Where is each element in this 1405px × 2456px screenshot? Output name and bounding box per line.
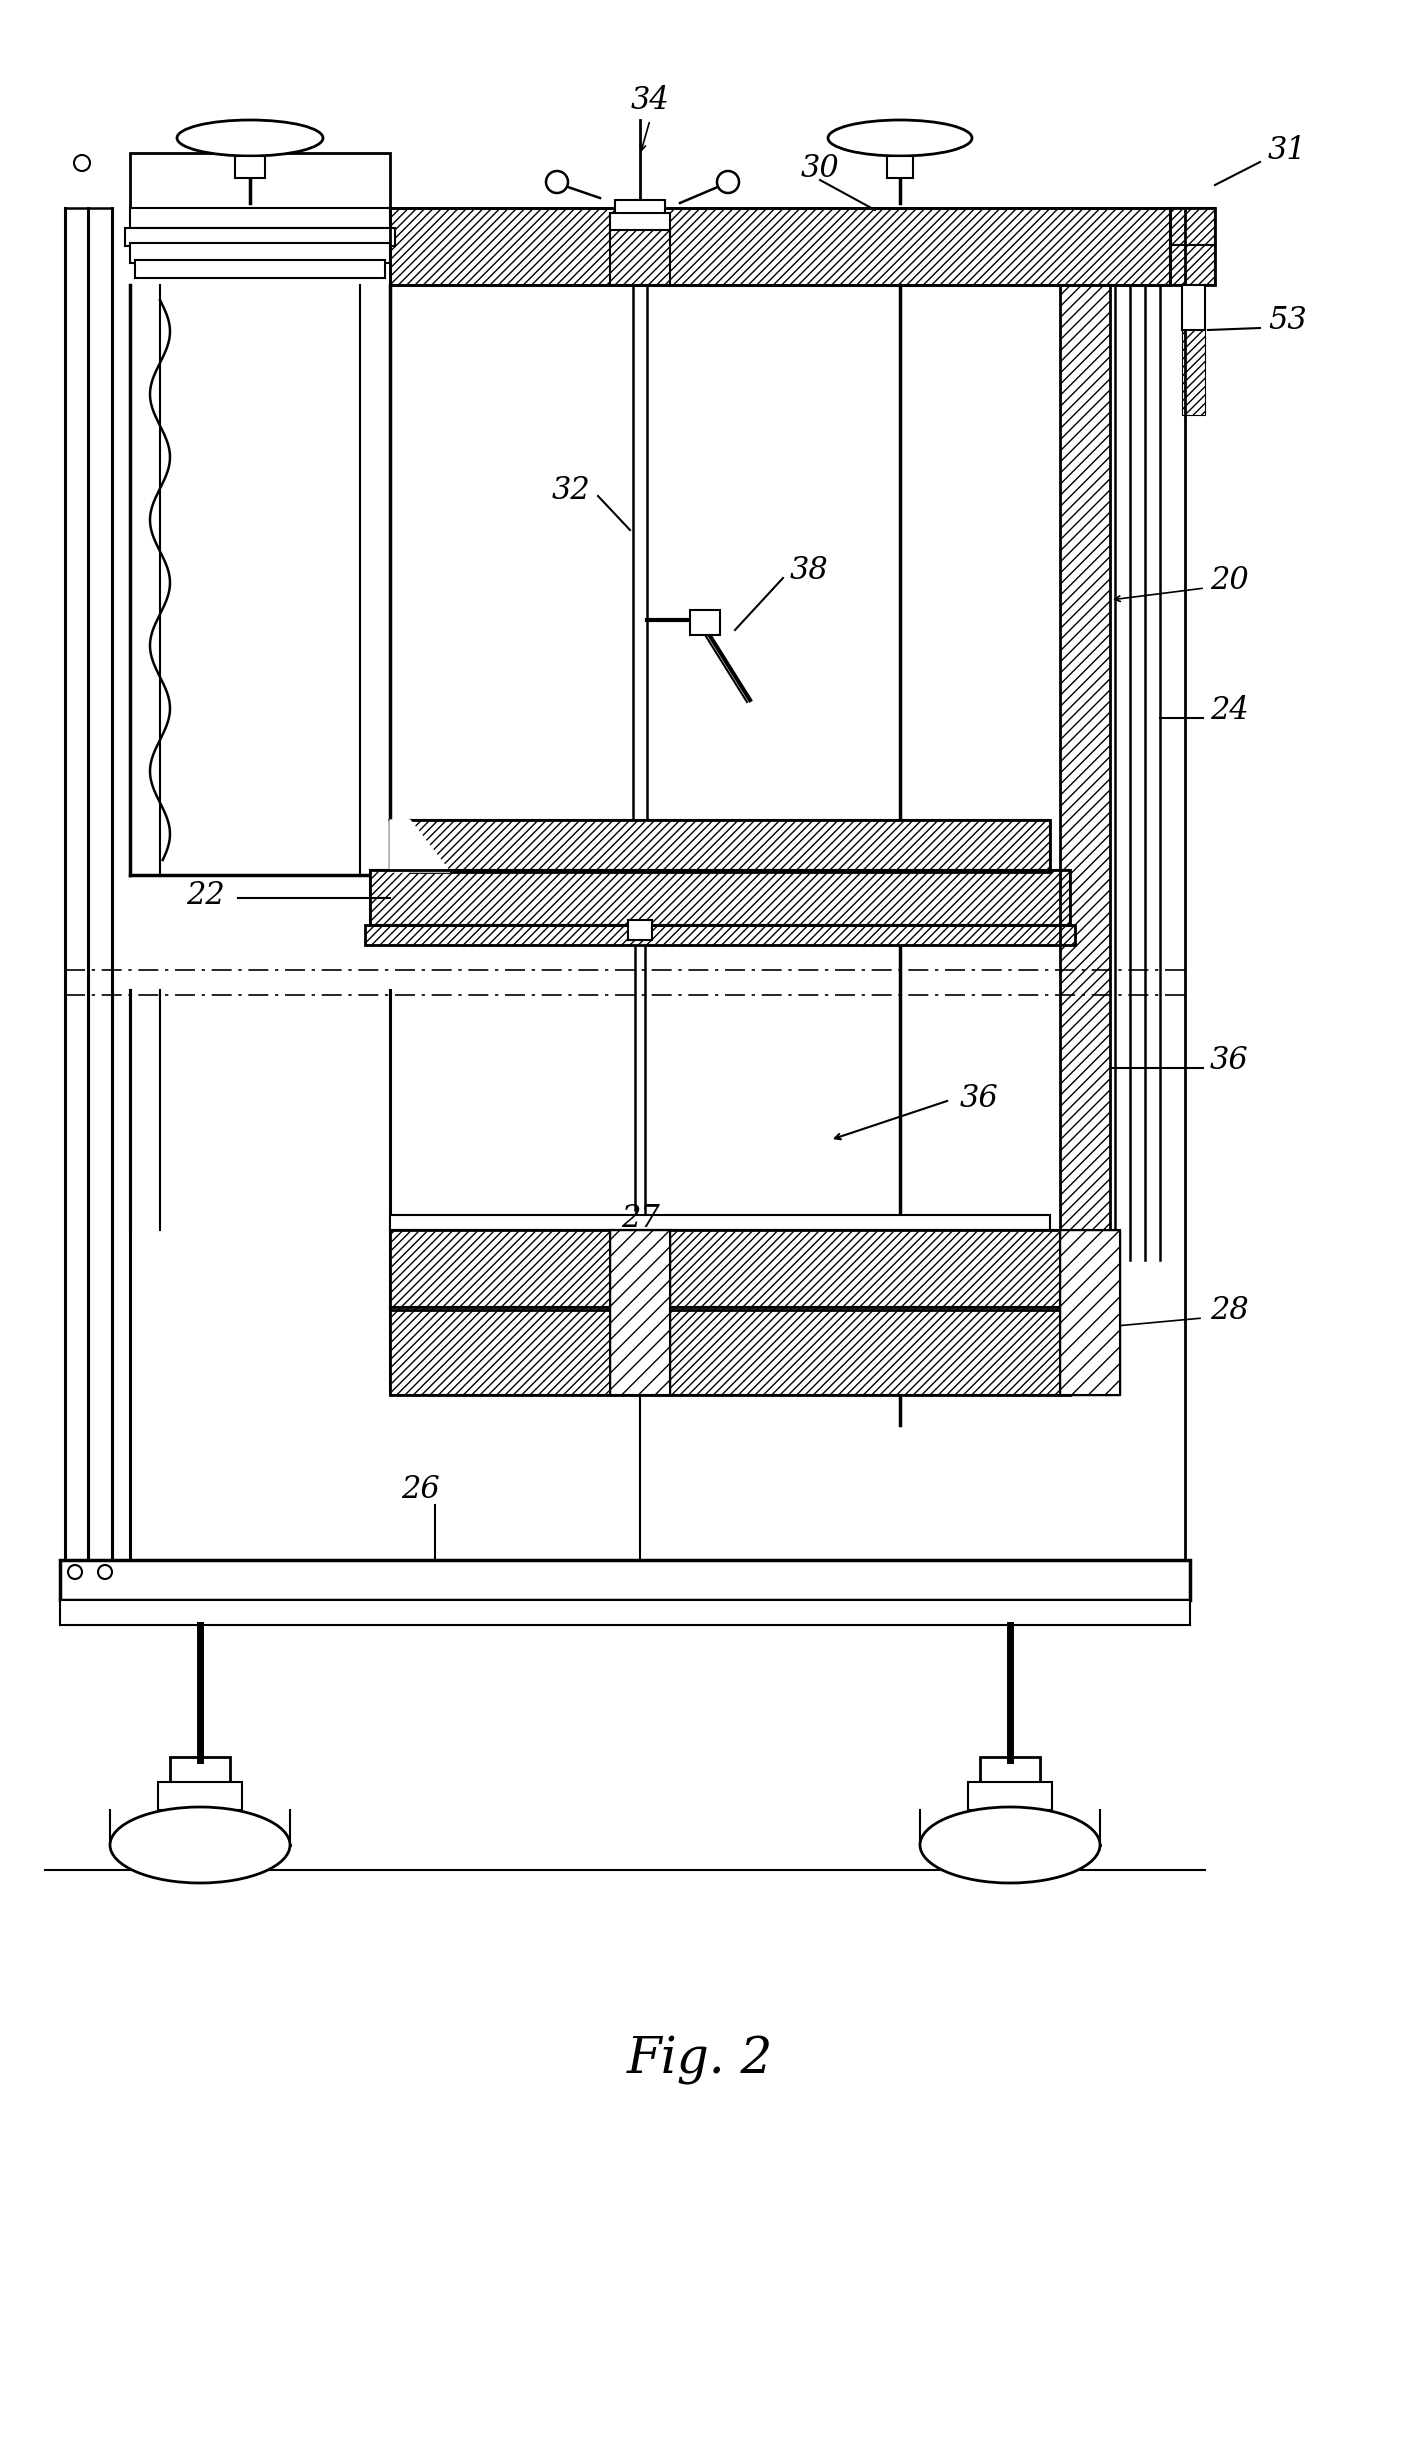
- Ellipse shape: [110, 1808, 289, 1884]
- Bar: [410, 820, 1050, 872]
- Bar: [391, 1216, 1050, 1230]
- Circle shape: [98, 1564, 112, 1579]
- Bar: [391, 209, 1170, 285]
- Text: 36: 36: [1210, 1044, 1249, 1076]
- Text: 32: 32: [551, 474, 590, 506]
- Bar: [370, 869, 1071, 926]
- Bar: [235, 157, 266, 177]
- Bar: [391, 209, 1170, 285]
- Bar: [365, 926, 1075, 946]
- Bar: [628, 921, 652, 941]
- Bar: [391, 1307, 1071, 1395]
- Text: 38: 38: [790, 555, 829, 585]
- Bar: [135, 260, 385, 278]
- Bar: [60, 1599, 1190, 1626]
- Bar: [391, 1230, 1071, 1309]
- Bar: [610, 231, 670, 285]
- Bar: [610, 1230, 670, 1395]
- Bar: [391, 1230, 1071, 1309]
- Bar: [125, 228, 395, 246]
- Ellipse shape: [828, 120, 972, 157]
- Bar: [887, 157, 913, 177]
- Circle shape: [67, 1564, 81, 1579]
- Bar: [690, 609, 719, 636]
- Bar: [968, 1783, 1052, 1810]
- Bar: [157, 1783, 242, 1810]
- Bar: [1182, 285, 1205, 329]
- Text: 34: 34: [631, 84, 669, 115]
- Bar: [1170, 209, 1215, 248]
- Bar: [1059, 1230, 1120, 1395]
- Text: 26: 26: [400, 1474, 440, 1506]
- Text: 20: 20: [1210, 565, 1249, 594]
- Text: Fig. 2: Fig. 2: [627, 2036, 773, 2085]
- Ellipse shape: [920, 1808, 1100, 1884]
- Circle shape: [717, 172, 739, 194]
- Text: 27: 27: [621, 1203, 659, 1233]
- Bar: [1059, 285, 1110, 1260]
- Bar: [370, 869, 1071, 926]
- Polygon shape: [391, 820, 450, 872]
- Bar: [60, 1560, 1190, 1599]
- Bar: [610, 1230, 670, 1395]
- Text: 36: 36: [960, 1083, 999, 1113]
- Bar: [131, 209, 391, 228]
- Text: 22: 22: [187, 879, 225, 911]
- Circle shape: [547, 172, 568, 194]
- Bar: [1059, 285, 1110, 1260]
- Bar: [1059, 1230, 1120, 1395]
- Bar: [131, 243, 391, 263]
- Text: 31: 31: [1267, 135, 1307, 165]
- Circle shape: [74, 155, 90, 172]
- Bar: [131, 152, 391, 209]
- Ellipse shape: [177, 120, 323, 157]
- Text: 53: 53: [1267, 305, 1307, 336]
- Bar: [1170, 209, 1215, 285]
- Bar: [170, 1756, 230, 1786]
- Text: 24: 24: [1210, 695, 1249, 725]
- Bar: [610, 214, 670, 233]
- Bar: [391, 1307, 1071, 1395]
- Text: 28: 28: [1210, 1294, 1249, 1326]
- Bar: [615, 199, 665, 216]
- Bar: [1170, 246, 1215, 285]
- Bar: [365, 926, 1075, 946]
- Bar: [981, 1756, 1040, 1786]
- Bar: [410, 820, 1050, 872]
- Text: 30: 30: [801, 152, 839, 184]
- Bar: [1182, 327, 1205, 415]
